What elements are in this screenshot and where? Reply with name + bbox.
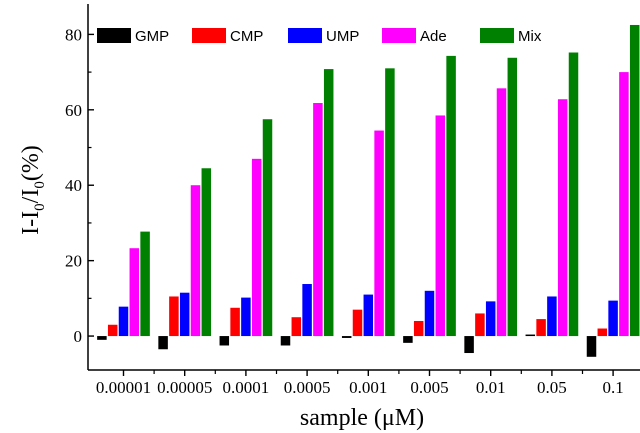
x-tick-label-6: 0.01 [476, 378, 506, 397]
y-tick-label-0: 0 [74, 327, 83, 346]
legend-label-ade: Ade [420, 28, 447, 45]
y-axis-title-sub1: 0 [32, 203, 48, 211]
y-axis-title-mid: /I [18, 189, 44, 204]
legend-label-mix: Mix [518, 28, 542, 45]
bar-mix-8 [629, 24, 640, 337]
bar-ade-3 [313, 103, 323, 337]
bar-gmp-1 [158, 336, 168, 350]
bar-gmp-5 [403, 336, 413, 343]
bar-ade-8 [619, 72, 629, 337]
bar-gmp-2 [219, 336, 230, 346]
y-axis-title-main: I-I [18, 211, 44, 235]
bar-cmp-6 [475, 313, 485, 337]
bar-ade-2 [251, 158, 262, 337]
bar-ade-4 [374, 130, 384, 337]
legend-swatch-ade [382, 28, 416, 43]
bar-mix-7 [568, 52, 579, 337]
legend-label-cmp: CMP [230, 28, 263, 45]
bar-mix-1 [201, 168, 212, 337]
bar-mix-0 [140, 231, 150, 337]
y-tick-label-1: 20 [65, 252, 82, 271]
bar-cmp-3 [291, 317, 302, 337]
legend-swatch-gmp [97, 28, 131, 43]
bar-ump-3 [302, 284, 312, 337]
bar-cmp-1 [169, 296, 179, 337]
bar-ade-7 [557, 99, 568, 337]
bar-gmp-8 [586, 336, 597, 357]
x-tick-label-3: 0.0005 [284, 378, 331, 397]
bar-cmp-5 [413, 320, 424, 337]
legend-swatch-cmp [192, 28, 226, 43]
bar-gmp-4 [341, 336, 352, 338]
bar-cmp-0 [107, 324, 118, 337]
x-tick-label-2: 0.0001 [223, 378, 270, 397]
bar-mix-3 [323, 69, 334, 337]
legend: GMP CMP UMP Ade Mix [97, 28, 542, 45]
legend-swatch-ump [288, 28, 322, 43]
bar-mix-6 [507, 57, 518, 337]
legend-swatch-mix [480, 28, 514, 43]
x-tick-label-4: 0.001 [349, 378, 387, 397]
bar-cmp-2 [230, 307, 240, 337]
bar-ade-6 [496, 88, 507, 337]
legend-label-ump: UMP [326, 28, 359, 45]
legend-label-gmp: GMP [135, 28, 169, 45]
y-tick-label-4: 80 [65, 25, 82, 44]
bar-ump-5 [424, 290, 435, 337]
bar-cmp-7 [536, 319, 546, 337]
y-axis-title-sub2: 0 [32, 181, 48, 189]
bar-ump-0 [118, 306, 129, 337]
bars-group [97, 24, 640, 357]
bar-ump-2 [241, 297, 251, 337]
bar-ade-0 [129, 248, 140, 337]
y-tick-label-2: 40 [65, 176, 82, 195]
bar-mix-5 [446, 55, 456, 337]
bar-gmp-6 [464, 336, 474, 354]
bar-gmp-7 [525, 334, 536, 337]
x-tick-label-7: 0.05 [537, 378, 567, 397]
bar-cmp-4 [352, 309, 363, 337]
bar-ump-4 [363, 294, 374, 337]
ticks-group: 0 20 40 60 80 0.00001 0.00005 0.0001 0.0005 0.001… [65, 25, 624, 397]
axes-group [87, 4, 640, 371]
bar-cmp-8 [597, 328, 608, 337]
bar-mix-2 [262, 119, 273, 337]
bar-ump-6 [485, 301, 496, 337]
x-tick-label-0: 0.00001 [96, 378, 151, 397]
x-tick-label-1: 0.00005 [157, 378, 212, 397]
bar-ade-5 [435, 115, 446, 337]
bar-ump-1 [179, 292, 190, 337]
bar-gmp-0 [97, 336, 107, 340]
bar-ade-1 [190, 185, 201, 337]
bar-ump-7 [547, 296, 557, 337]
x-tick-label-8: 0.1 [602, 378, 623, 397]
bar-mix-4 [385, 68, 395, 337]
y-axis-title: I-I0/I0(%) [18, 145, 48, 235]
x-axis-title: sample (μM) [300, 405, 424, 431]
bar-ump-8 [608, 300, 618, 337]
y-tick-label-3: 60 [65, 101, 82, 120]
x-tick-label-5: 0.005 [410, 378, 448, 397]
bar-gmp-3 [280, 336, 291, 346]
y-axis-title-end: (%) [18, 145, 44, 181]
